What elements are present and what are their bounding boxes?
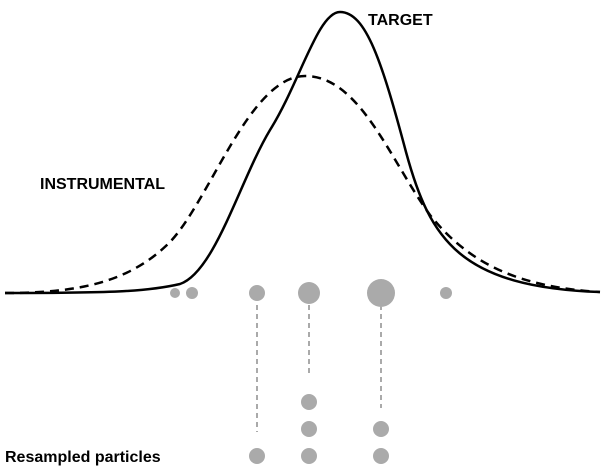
target-curve xyxy=(4,10,601,295)
resampled-particle xyxy=(301,421,317,437)
resampled-particle xyxy=(249,448,265,464)
resampled-particle xyxy=(373,421,389,437)
instrumental-curve xyxy=(4,74,601,295)
resampled-label: Resampled particles xyxy=(5,449,161,466)
particle xyxy=(249,285,265,301)
particle xyxy=(440,287,452,299)
resampled-particle xyxy=(301,448,317,464)
instrumental-label: INSTRUMENTAL xyxy=(40,176,165,193)
target-label: TARGET xyxy=(368,12,433,29)
resampled-particle xyxy=(373,448,389,464)
particle xyxy=(170,288,180,298)
resampled-particle xyxy=(301,394,317,410)
particle xyxy=(298,282,320,304)
particle xyxy=(186,287,198,299)
particle xyxy=(367,279,395,307)
